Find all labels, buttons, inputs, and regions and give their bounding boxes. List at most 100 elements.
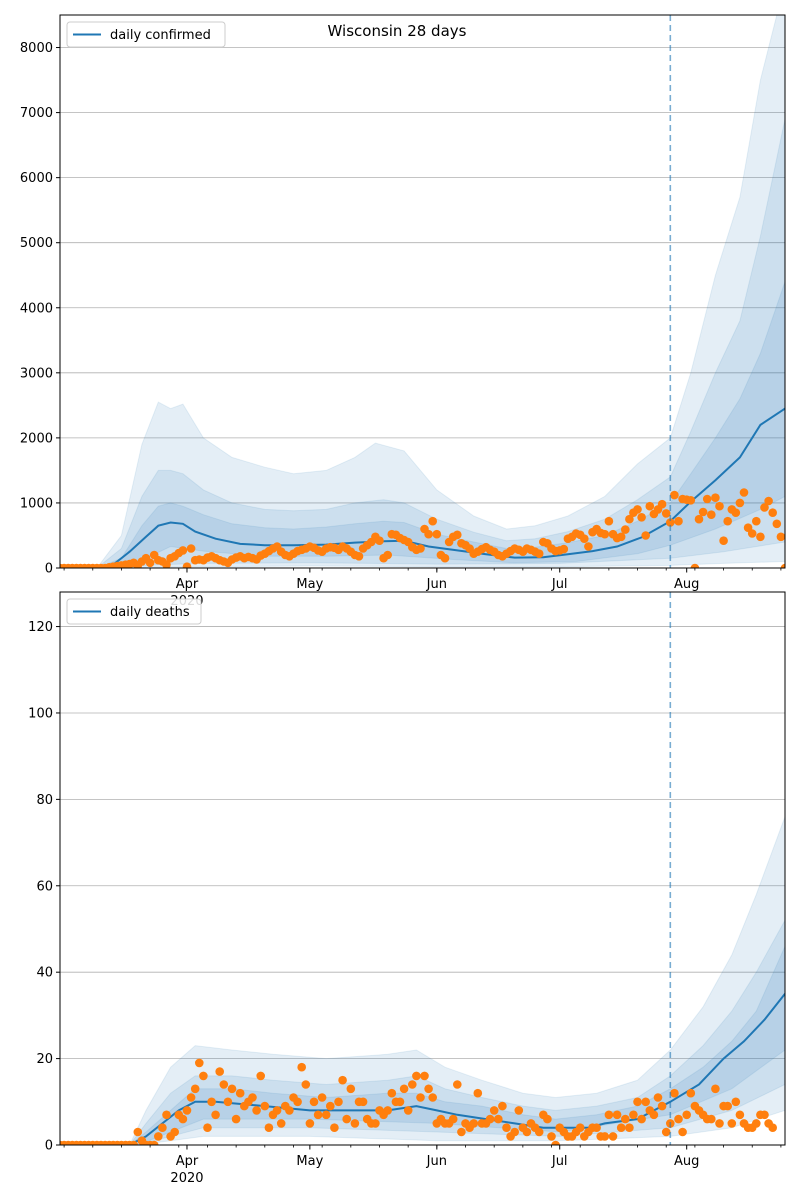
y-tick-label: 1000: [20, 496, 53, 511]
axes-frame: [59, 14, 786, 569]
observed-point: [195, 1058, 204, 1068]
legend: daily confirmed: [66, 21, 226, 48]
observed-point: [272, 1106, 282, 1115]
observed-point: [534, 549, 544, 558]
observed-point: [412, 1071, 421, 1081]
observed-point: [661, 1127, 671, 1137]
observed-point: [502, 1123, 511, 1132]
observed-point: [707, 1114, 716, 1124]
deaths-panel: 0 20 40 60 80 100 120 Apr 2020 May Jun Jul Aug daily …: [28, 591, 786, 1186]
observed-point: [690, 563, 700, 568]
observed-point: [621, 1114, 630, 1124]
observed-point: [129, 1140, 138, 1145]
observed-point: [760, 1110, 769, 1120]
observed-point: [739, 488, 749, 497]
confirmed-panel: 010002000300040005000600070008000Apr2020…: [20, 14, 786, 609]
observed-point: [399, 1084, 409, 1094]
observed-point: [428, 1093, 438, 1102]
observed-point: [522, 1127, 532, 1137]
legend-label: daily confirmed: [110, 28, 211, 43]
observed-point: [772, 519, 782, 529]
observed-point: [608, 1132, 618, 1141]
observed-point: [235, 1088, 245, 1098]
observed-point: [158, 1123, 167, 1132]
observed-point: [584, 542, 593, 551]
observed-point: [768, 1123, 777, 1132]
y-tick-label: 2000: [20, 431, 53, 446]
legend-box: [66, 21, 226, 48]
observed-point: [612, 1110, 622, 1120]
observed-point: [162, 560, 171, 568]
observed-point: [408, 1080, 417, 1089]
observed-point: [719, 536, 728, 545]
y-tick-label: 20: [36, 1052, 53, 1067]
observed-point: [723, 1101, 732, 1111]
observed-point: [383, 1106, 393, 1115]
observed-point: [604, 516, 614, 526]
observed-point: [641, 1097, 650, 1107]
observed-point: [448, 1114, 458, 1124]
plot-area: [60, 816, 785, 1145]
observed-point: [256, 1071, 266, 1081]
observed-point: [170, 1127, 179, 1137]
x-tick-label: May: [296, 577, 323, 592]
observed-point: [358, 1097, 368, 1107]
observed-point: [326, 1101, 335, 1111]
observed-point: [453, 1080, 462, 1089]
observed-point: [334, 1097, 343, 1107]
y-tick-label: 7000: [20, 106, 53, 121]
interval-band: [60, 118, 785, 568]
observed-point: [223, 1097, 233, 1107]
y-tick-label: 4000: [20, 301, 53, 316]
observed-point: [514, 1106, 524, 1115]
observed-point: [674, 516, 683, 526]
observed-point: [645, 501, 655, 511]
observed-point: [416, 1093, 425, 1102]
observed-point: [510, 1127, 519, 1137]
observed-point: [428, 516, 438, 526]
observed-point: [735, 1110, 745, 1120]
observed-point: [731, 1097, 741, 1107]
observed-point: [395, 1097, 405, 1107]
observed-point: [494, 1114, 503, 1124]
observed-point: [534, 1127, 544, 1137]
observed-point: [424, 1084, 433, 1094]
observed-point: [547, 1132, 556, 1141]
observed-point: [432, 529, 442, 539]
observed-point: [711, 493, 720, 503]
y-tick-label: 6000: [20, 171, 53, 186]
x-tick-label: Jul: [551, 1154, 568, 1169]
observed-point: [457, 1127, 466, 1137]
observed-point: [219, 1080, 229, 1089]
x-tick-label: Jun: [426, 1154, 447, 1169]
observed-point: [276, 1119, 286, 1128]
y-tick-label: 120: [28, 620, 53, 635]
observed-point: [182, 1106, 192, 1115]
observed-point: [629, 1110, 638, 1120]
observed-point: [543, 1114, 552, 1124]
observed-point: [440, 553, 450, 563]
observed-point: [154, 1132, 163, 1141]
observed-point: [350, 1119, 360, 1128]
observed-point: [186, 1093, 196, 1102]
observed-point: [293, 1097, 302, 1107]
observed-point: [633, 1097, 642, 1107]
observed-point: [625, 514, 634, 524]
observed-point: [227, 1084, 237, 1094]
observed-point: [674, 1114, 683, 1124]
observed-point: [420, 1071, 429, 1081]
observed-point: [453, 530, 462, 540]
y-tick-label: 3000: [20, 366, 53, 381]
observed-point: [747, 529, 757, 538]
observed-point: [178, 1114, 188, 1124]
observed-point: [305, 1119, 315, 1128]
observed-point: [670, 1088, 679, 1098]
observed-point: [182, 562, 192, 568]
observed-point: [416, 544, 425, 553]
observed-point: [702, 494, 712, 504]
x-tick-label: Jul: [551, 577, 568, 592]
observed-point: [776, 532, 785, 542]
observed-point: [711, 1084, 720, 1094]
observed-point: [203, 1123, 212, 1132]
